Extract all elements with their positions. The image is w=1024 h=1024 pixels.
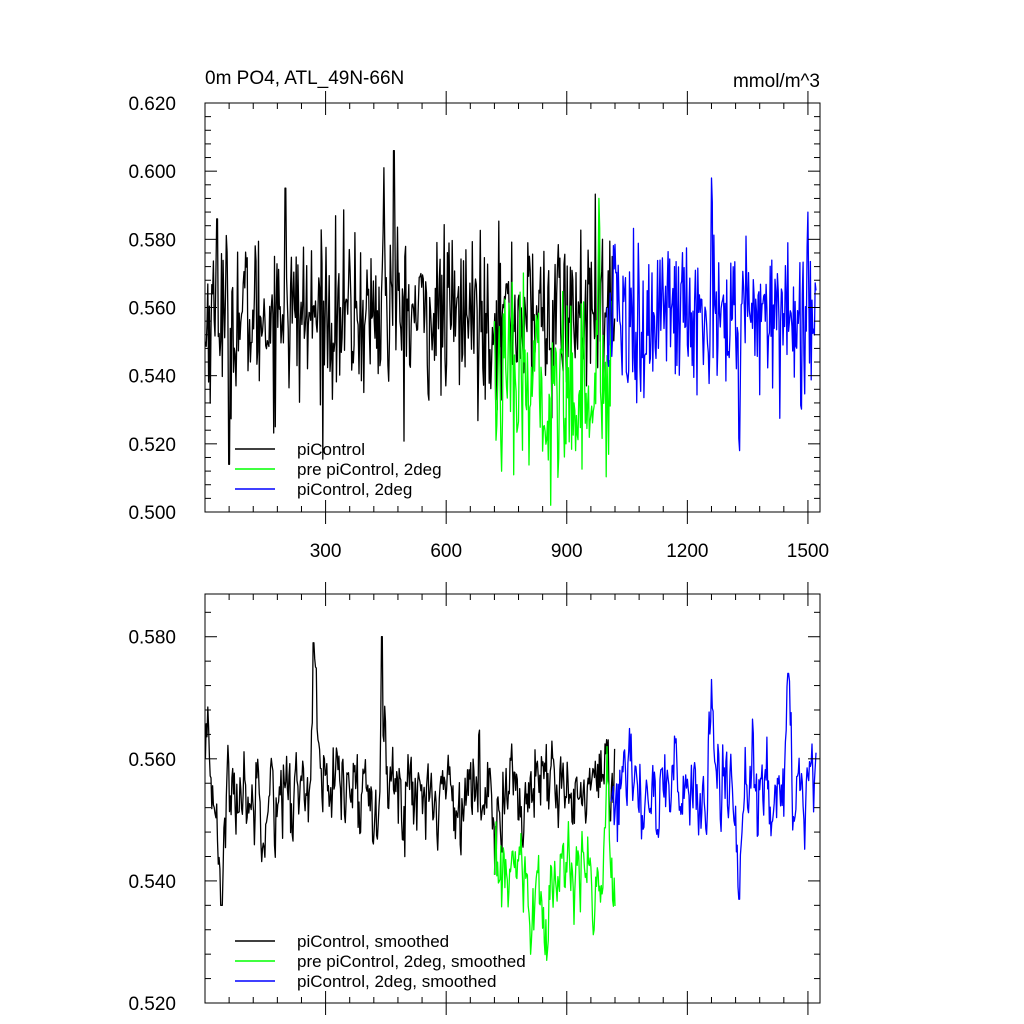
y-tick-label: 0.620	[128, 94, 176, 115]
x-tick-label: 300	[310, 541, 342, 562]
bottom-panel-series	[204, 636, 817, 961]
legend-label: piControl	[297, 440, 365, 459]
x-tick-label: 1200	[666, 541, 708, 562]
y-tick-label: 0.580	[128, 628, 176, 649]
x-tick-label: 900	[551, 541, 583, 562]
series-line-2	[493, 197, 612, 506]
series-line-2	[493, 745, 616, 961]
bottom-panel-frame	[204, 593, 821, 1004]
series-line-3	[610, 672, 817, 900]
top-panel-ticks: 0.500 0.520 0.540 0.560 0.580 0.600 0.620 300 60…	[128, 91, 829, 562]
y-tick-label: 0.580	[128, 230, 176, 251]
series-line-3	[606, 177, 817, 452]
top-panel-units: mmol/m^3	[733, 71, 820, 92]
top-panel-series	[204, 150, 817, 506]
y-tick-label: 0.600	[128, 162, 176, 183]
y-tick-label: 0.560	[128, 750, 176, 771]
bottom-panel-ticks: 0.520 0.540 0.560 0.580	[128, 582, 820, 1015]
legend-label: piControl, smoothed	[297, 932, 449, 951]
y-tick-label: 0.540	[128, 872, 176, 893]
series-line-1	[204, 636, 616, 906]
x-tick-label: 600	[430, 541, 462, 562]
legend-label: pre piControl, 2deg	[297, 460, 442, 479]
legend-label: piControl, 2deg	[297, 480, 412, 499]
y-tick-label: 0.560	[128, 299, 176, 320]
top-panel-title: 0m PO4, ATL_49N-66N	[205, 68, 404, 89]
y-tick-label: 0.540	[128, 367, 176, 388]
top-panel: 0m PO4, ATL_49N-66N mmol/m^3 0.5000.5200…	[128, 68, 829, 562]
y-tick-label: 0.500	[128, 503, 176, 524]
y-tick-label: 0.520	[128, 994, 176, 1015]
legend-label: pre piControl, 2deg, smoothed	[297, 952, 526, 971]
series-line-1	[204, 150, 616, 465]
y-tick-label: 0.520	[128, 435, 176, 456]
x-tick-label: 1500	[787, 541, 829, 562]
legend-label: piControl, 2deg, smoothed	[297, 972, 496, 991]
bottom-panel: 0.520 0.540 0.560 0.580 piControl, smoothed…	[128, 582, 821, 1015]
